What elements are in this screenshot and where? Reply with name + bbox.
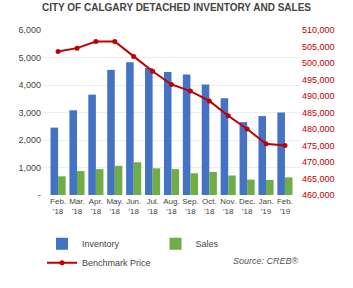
svg-text:2,000: 2,000 (18, 135, 41, 145)
svg-text:470,000: 470,000 (302, 157, 335, 167)
svg-text:Inventory: Inventory (82, 239, 120, 249)
svg-text:495,000: 495,000 (302, 75, 335, 85)
svg-text:Oct.'18: Oct.'18 (202, 197, 217, 216)
svg-text:510,000: 510,000 (302, 25, 335, 35)
svg-text:Sales: Sales (196, 239, 219, 249)
svg-text:Aug.'18: Aug.'18 (163, 197, 179, 216)
svg-text:Mar.'18: Mar.'18 (69, 197, 85, 216)
svg-text:490,000: 490,000 (302, 91, 335, 101)
svg-text:500,000: 500,000 (302, 58, 335, 68)
svg-text:Feb.'18: Feb.'18 (50, 197, 66, 216)
svg-text:465,000: 465,000 (302, 174, 335, 184)
svg-text:480,000: 480,000 (302, 124, 335, 134)
svg-text:460,000: 460,000 (302, 190, 335, 200)
svg-text:3,000: 3,000 (18, 108, 41, 118)
svg-text:Dec.'18: Dec.'18 (239, 197, 255, 216)
svg-text:4,000: 4,000 (18, 80, 41, 90)
svg-text:5,000: 5,000 (18, 53, 41, 63)
svg-text:Source: CREB®: Source: CREB® (233, 256, 299, 266)
svg-text:475,000: 475,000 (302, 141, 335, 151)
svg-text:Benchmark Price: Benchmark Price (82, 258, 151, 268)
svg-text:Jun.'18: Jun.'18 (126, 197, 141, 216)
svg-text:May.'18: May.'18 (106, 197, 123, 216)
svg-text:Apr.'18: Apr.'18 (89, 197, 103, 216)
svg-text:Sep.'18: Sep.'18 (182, 197, 198, 216)
svg-text:505,000: 505,000 (302, 42, 335, 52)
svg-text:Nov.'18: Nov.'18 (220, 197, 236, 216)
svg-text:1,000: 1,000 (18, 163, 41, 173)
svg-text:-: - (38, 190, 41, 200)
svg-text:6,000: 6,000 (18, 25, 41, 35)
svg-text:Jan.'19: Jan.'19 (258, 197, 273, 216)
svg-text:CITY OF CALGARY DETACHED INVEN: CITY OF CALGARY DETACHED INVENTORY AND S… (42, 2, 311, 13)
svg-text:Feb.'19: Feb.'19 (277, 197, 293, 216)
svg-text:Jul.'18: Jul.'18 (146, 197, 158, 216)
svg-text:485,000: 485,000 (302, 108, 335, 118)
